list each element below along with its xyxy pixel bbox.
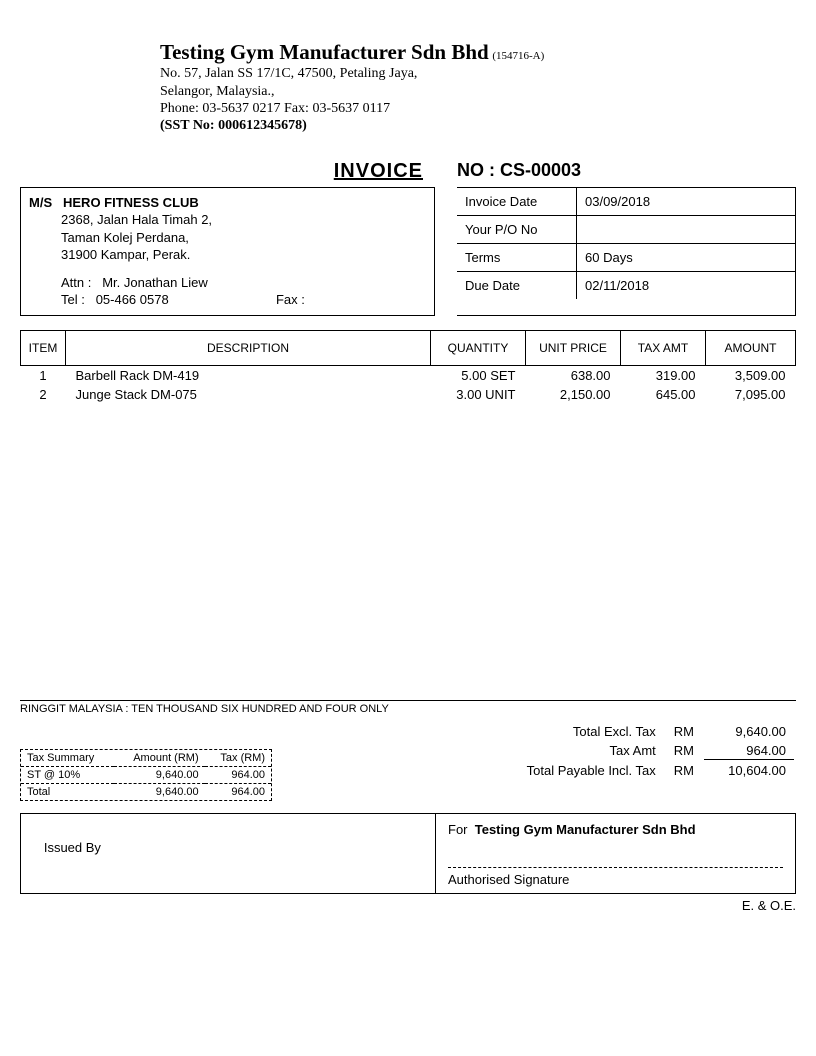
total-tax-cur: RM xyxy=(666,742,702,760)
title-row: INVOICE NO : CS-00003 xyxy=(20,160,796,183)
line-no: 2 xyxy=(21,385,66,404)
company-reg-no: (154716-A) xyxy=(492,50,544,62)
ms-label: M/S xyxy=(29,195,52,210)
meta-terms-label: Terms xyxy=(457,244,577,271)
company-sst: (SST No: 000612345678) xyxy=(160,118,796,134)
line-desc: Junge Stack DM-075 xyxy=(66,385,431,404)
words-value: TEN THOUSAND SIX HUNDRED AND FOUR ONLY xyxy=(131,703,389,715)
col-price: UNIT PRICE xyxy=(526,330,621,365)
line-qty: 3.00 UNIT xyxy=(431,385,526,404)
table-row: 2Junge Stack DM-0753.00 UNIT2,150.00645.… xyxy=(21,385,796,404)
total-incl-val: 10,604.00 xyxy=(704,762,794,779)
col-amt: AMOUNT xyxy=(706,330,796,365)
col-qty: QUANTITY xyxy=(431,330,526,365)
customer-addr1: 2368, Jalan Hala Timah 2, xyxy=(61,211,426,229)
customer-addr2: Taman Kolej Perdana, xyxy=(61,229,426,247)
customer-name: HERO FITNESS CLUB xyxy=(63,195,199,210)
line-price: 2,150.00 xyxy=(526,385,621,404)
top-boxes: M/S HERO FITNESS CLUB 2368, Jalan Hala T… xyxy=(20,187,796,316)
col-desc: DESCRIPTION xyxy=(66,330,431,365)
ts-header-label: Tax Summary xyxy=(21,750,114,767)
attn-label: Attn : xyxy=(61,275,91,290)
items-area: ITEM DESCRIPTION QUANTITY UNIT PRICE TAX… xyxy=(20,330,796,698)
meta-po xyxy=(577,216,795,243)
ts-row2-label: Total xyxy=(21,783,114,800)
table-row: 1Barbell Rack DM-4195.00 SET638.00319.00… xyxy=(21,365,796,385)
ts-row1-amt: 9,640.00 xyxy=(114,766,205,783)
col-item: ITEM xyxy=(21,330,66,365)
auth-sig-label: Authorised Signature xyxy=(448,872,783,887)
tel-label: Tel : xyxy=(61,292,85,307)
customer-box: M/S HERO FITNESS CLUB 2368, Jalan Hala T… xyxy=(20,187,435,316)
items-table: ITEM DESCRIPTION QUANTITY UNIT PRICE TAX… xyxy=(20,330,796,404)
words-label: RINGGIT MALAYSIA : xyxy=(20,703,131,715)
issued-by-label: Issued By xyxy=(44,840,101,855)
meta-terms: 60 Days xyxy=(577,244,795,271)
col-tax: TAX AMT xyxy=(621,330,706,365)
company-addr2: Selangor, Malaysia., xyxy=(160,83,796,101)
line-tax: 645.00 xyxy=(621,385,706,404)
for-label: For xyxy=(448,822,468,837)
line-qty: 5.00 SET xyxy=(431,365,526,385)
signature-row: Issued By For Testing Gym Manufacturer S… xyxy=(20,813,796,894)
line-price: 638.00 xyxy=(526,365,621,385)
meta-box: Invoice Date 03/09/2018 Your P/O No Term… xyxy=(457,187,796,316)
meta-due: 02/11/2018 xyxy=(577,272,795,299)
customer-addr3: 31900 Kampar, Perak. xyxy=(61,246,426,264)
totals-block: Total Excl. Tax RM 9,640.00 Tax Amt RM 9… xyxy=(517,721,796,781)
ts-row2-amt: 9,640.00 xyxy=(114,783,205,800)
company-addr1: No. 57, Jalan SS 17/1C, 47500, Petaling … xyxy=(160,65,796,83)
ts-row1-label: ST @ 10% xyxy=(21,766,114,783)
total-incl-cur: RM xyxy=(666,762,702,779)
line-no: 1 xyxy=(21,365,66,385)
line-amt: 3,509.00 xyxy=(706,365,796,385)
signature-line xyxy=(448,867,783,868)
ts-row1-tax: 964.00 xyxy=(205,766,271,783)
fax-label: Fax : xyxy=(276,292,305,307)
total-tax-val: 964.00 xyxy=(704,742,794,760)
for-name: Testing Gym Manufacturer Sdn Bhd xyxy=(475,822,696,837)
total-excl-label: Total Excl. Tax xyxy=(519,723,664,740)
attn-value: Mr. Jonathan Liew xyxy=(102,275,208,290)
tax-summary-box: Tax Summary Amount (RM) Tax (RM) ST @ 10… xyxy=(20,749,272,801)
total-incl-label: Total Payable Incl. Tax xyxy=(519,762,664,779)
invoice-page: Testing Gym Manufacturer Sdn Bhd (154716… xyxy=(0,0,816,933)
amount-in-words: RINGGIT MALAYSIA : TEN THOUSAND SIX HUND… xyxy=(20,701,796,721)
doc-no: CS-00003 xyxy=(500,160,581,180)
meta-invoice-date: 03/09/2018 xyxy=(577,188,795,215)
doc-no-label: NO : xyxy=(457,160,500,180)
eoe: E. & O.E. xyxy=(20,898,796,913)
meta-invoice-date-label: Invoice Date xyxy=(457,188,577,215)
total-excl-cur: RM xyxy=(666,723,702,740)
for-box: For Testing Gym Manufacturer Sdn Bhd Aut… xyxy=(436,814,795,893)
issued-by-box: Issued By xyxy=(21,814,436,893)
total-excl-val: 9,640.00 xyxy=(704,723,794,740)
line-amt: 7,095.00 xyxy=(706,385,796,404)
company-header: Testing Gym Manufacturer Sdn Bhd (154716… xyxy=(160,40,796,134)
total-tax-label: Tax Amt xyxy=(519,742,664,760)
meta-po-label: Your P/O No xyxy=(457,216,577,243)
line-desc: Barbell Rack DM-419 xyxy=(66,365,431,385)
company-phone-fax: Phone: 03-5637 0217 Fax: 03-5637 0117 xyxy=(160,100,796,118)
ts-row2-tax: 964.00 xyxy=(205,783,271,800)
line-tax: 319.00 xyxy=(621,365,706,385)
ts-header-tax: Tax (RM) xyxy=(205,750,271,767)
meta-due-label: Due Date xyxy=(457,272,577,299)
doc-title: INVOICE xyxy=(334,160,423,182)
ts-header-amt: Amount (RM) xyxy=(114,750,205,767)
company-name: Testing Gym Manufacturer Sdn Bhd xyxy=(160,40,489,64)
tel-value: 05-466 0578 xyxy=(96,292,169,307)
